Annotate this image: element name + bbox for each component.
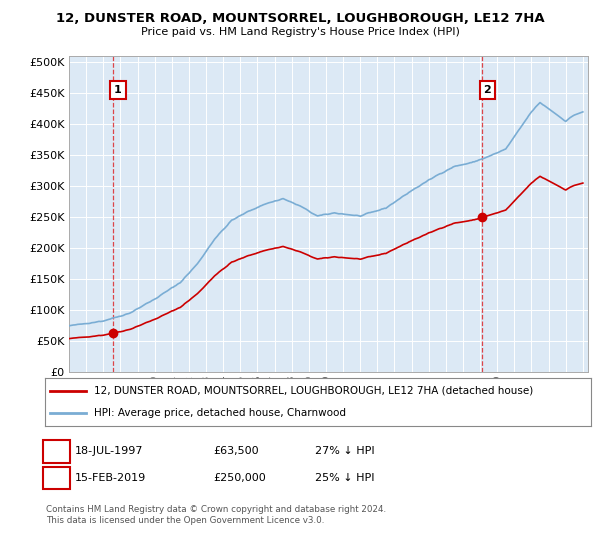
Text: 2: 2 [484,85,491,95]
Text: HPI: Average price, detached house, Charnwood: HPI: Average price, detached house, Char… [94,408,346,418]
Text: 2: 2 [52,472,61,485]
Text: 15-FEB-2019: 15-FEB-2019 [75,473,146,483]
Text: £63,500: £63,500 [213,446,259,456]
Text: 1: 1 [52,445,61,458]
Text: 27% ↓ HPI: 27% ↓ HPI [315,446,374,456]
Text: 12, DUNSTER ROAD, MOUNTSORREL, LOUGHBOROUGH, LE12 7HA (detached house): 12, DUNSTER ROAD, MOUNTSORREL, LOUGHBORO… [94,386,533,396]
Text: £250,000: £250,000 [213,473,266,483]
Text: 25% ↓ HPI: 25% ↓ HPI [315,473,374,483]
Text: 18-JUL-1997: 18-JUL-1997 [75,446,143,456]
Text: 12, DUNSTER ROAD, MOUNTSORREL, LOUGHBOROUGH, LE12 7HA: 12, DUNSTER ROAD, MOUNTSORREL, LOUGHBORO… [56,12,544,25]
Text: 1: 1 [114,85,122,95]
Text: Price paid vs. HM Land Registry's House Price Index (HPI): Price paid vs. HM Land Registry's House … [140,27,460,37]
Text: Contains HM Land Registry data © Crown copyright and database right 2024.
This d: Contains HM Land Registry data © Crown c… [46,505,386,525]
